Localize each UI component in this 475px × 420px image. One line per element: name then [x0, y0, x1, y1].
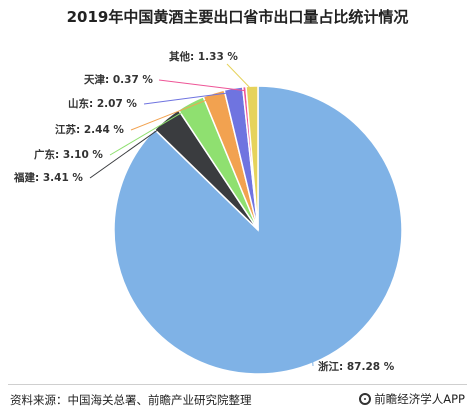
slice-label-tianjin: 天津: 0.37 % — [84, 73, 153, 86]
slice-label-jiangsu: 江苏: 2.44 % — [55, 123, 124, 136]
slice-label-shandong: 山东: 2.07 % — [68, 97, 137, 110]
leader-line-zhejiang — [312, 358, 314, 367]
pie-chart: 浙江: 87.28 % 福建: 3.41 % 广东: 3.10 % 江苏: 2.44 … — [13, 50, 403, 375]
slice-label-other: 其他: 1.33 % — [169, 50, 238, 63]
brand-name: 前瞻经济学人APP — [374, 392, 465, 406]
leader-line-tianjin — [158, 79, 245, 92]
leader-line-fujian — [89, 121, 169, 179]
brand-logo-icon — [359, 393, 372, 405]
chart-title: 2019年中国黄酒主要出口省市出口量占比统计情况 — [66, 8, 409, 26]
brand-credit: 前瞻经济学人APP — [359, 391, 465, 407]
leader-line-shandong — [143, 91, 235, 105]
slice-label-guangdong: 广东: 3.10 % — [34, 148, 103, 161]
slice-label-zhejiang: 浙江: 87.28 % — [318, 360, 395, 373]
leader-line-guangdong — [109, 105, 193, 156]
slice-label-fujian: 福建: 3.41 % — [13, 171, 83, 184]
footer-divider — [8, 384, 467, 385]
pie-slice-other — [245, 85, 259, 231]
leader-line-other — [226, 63, 253, 91]
leader-line-jiangsu — [130, 96, 215, 131]
source-note: 资料来源：中国海关总署、前瞻产业研究院整理 — [10, 393, 252, 407]
